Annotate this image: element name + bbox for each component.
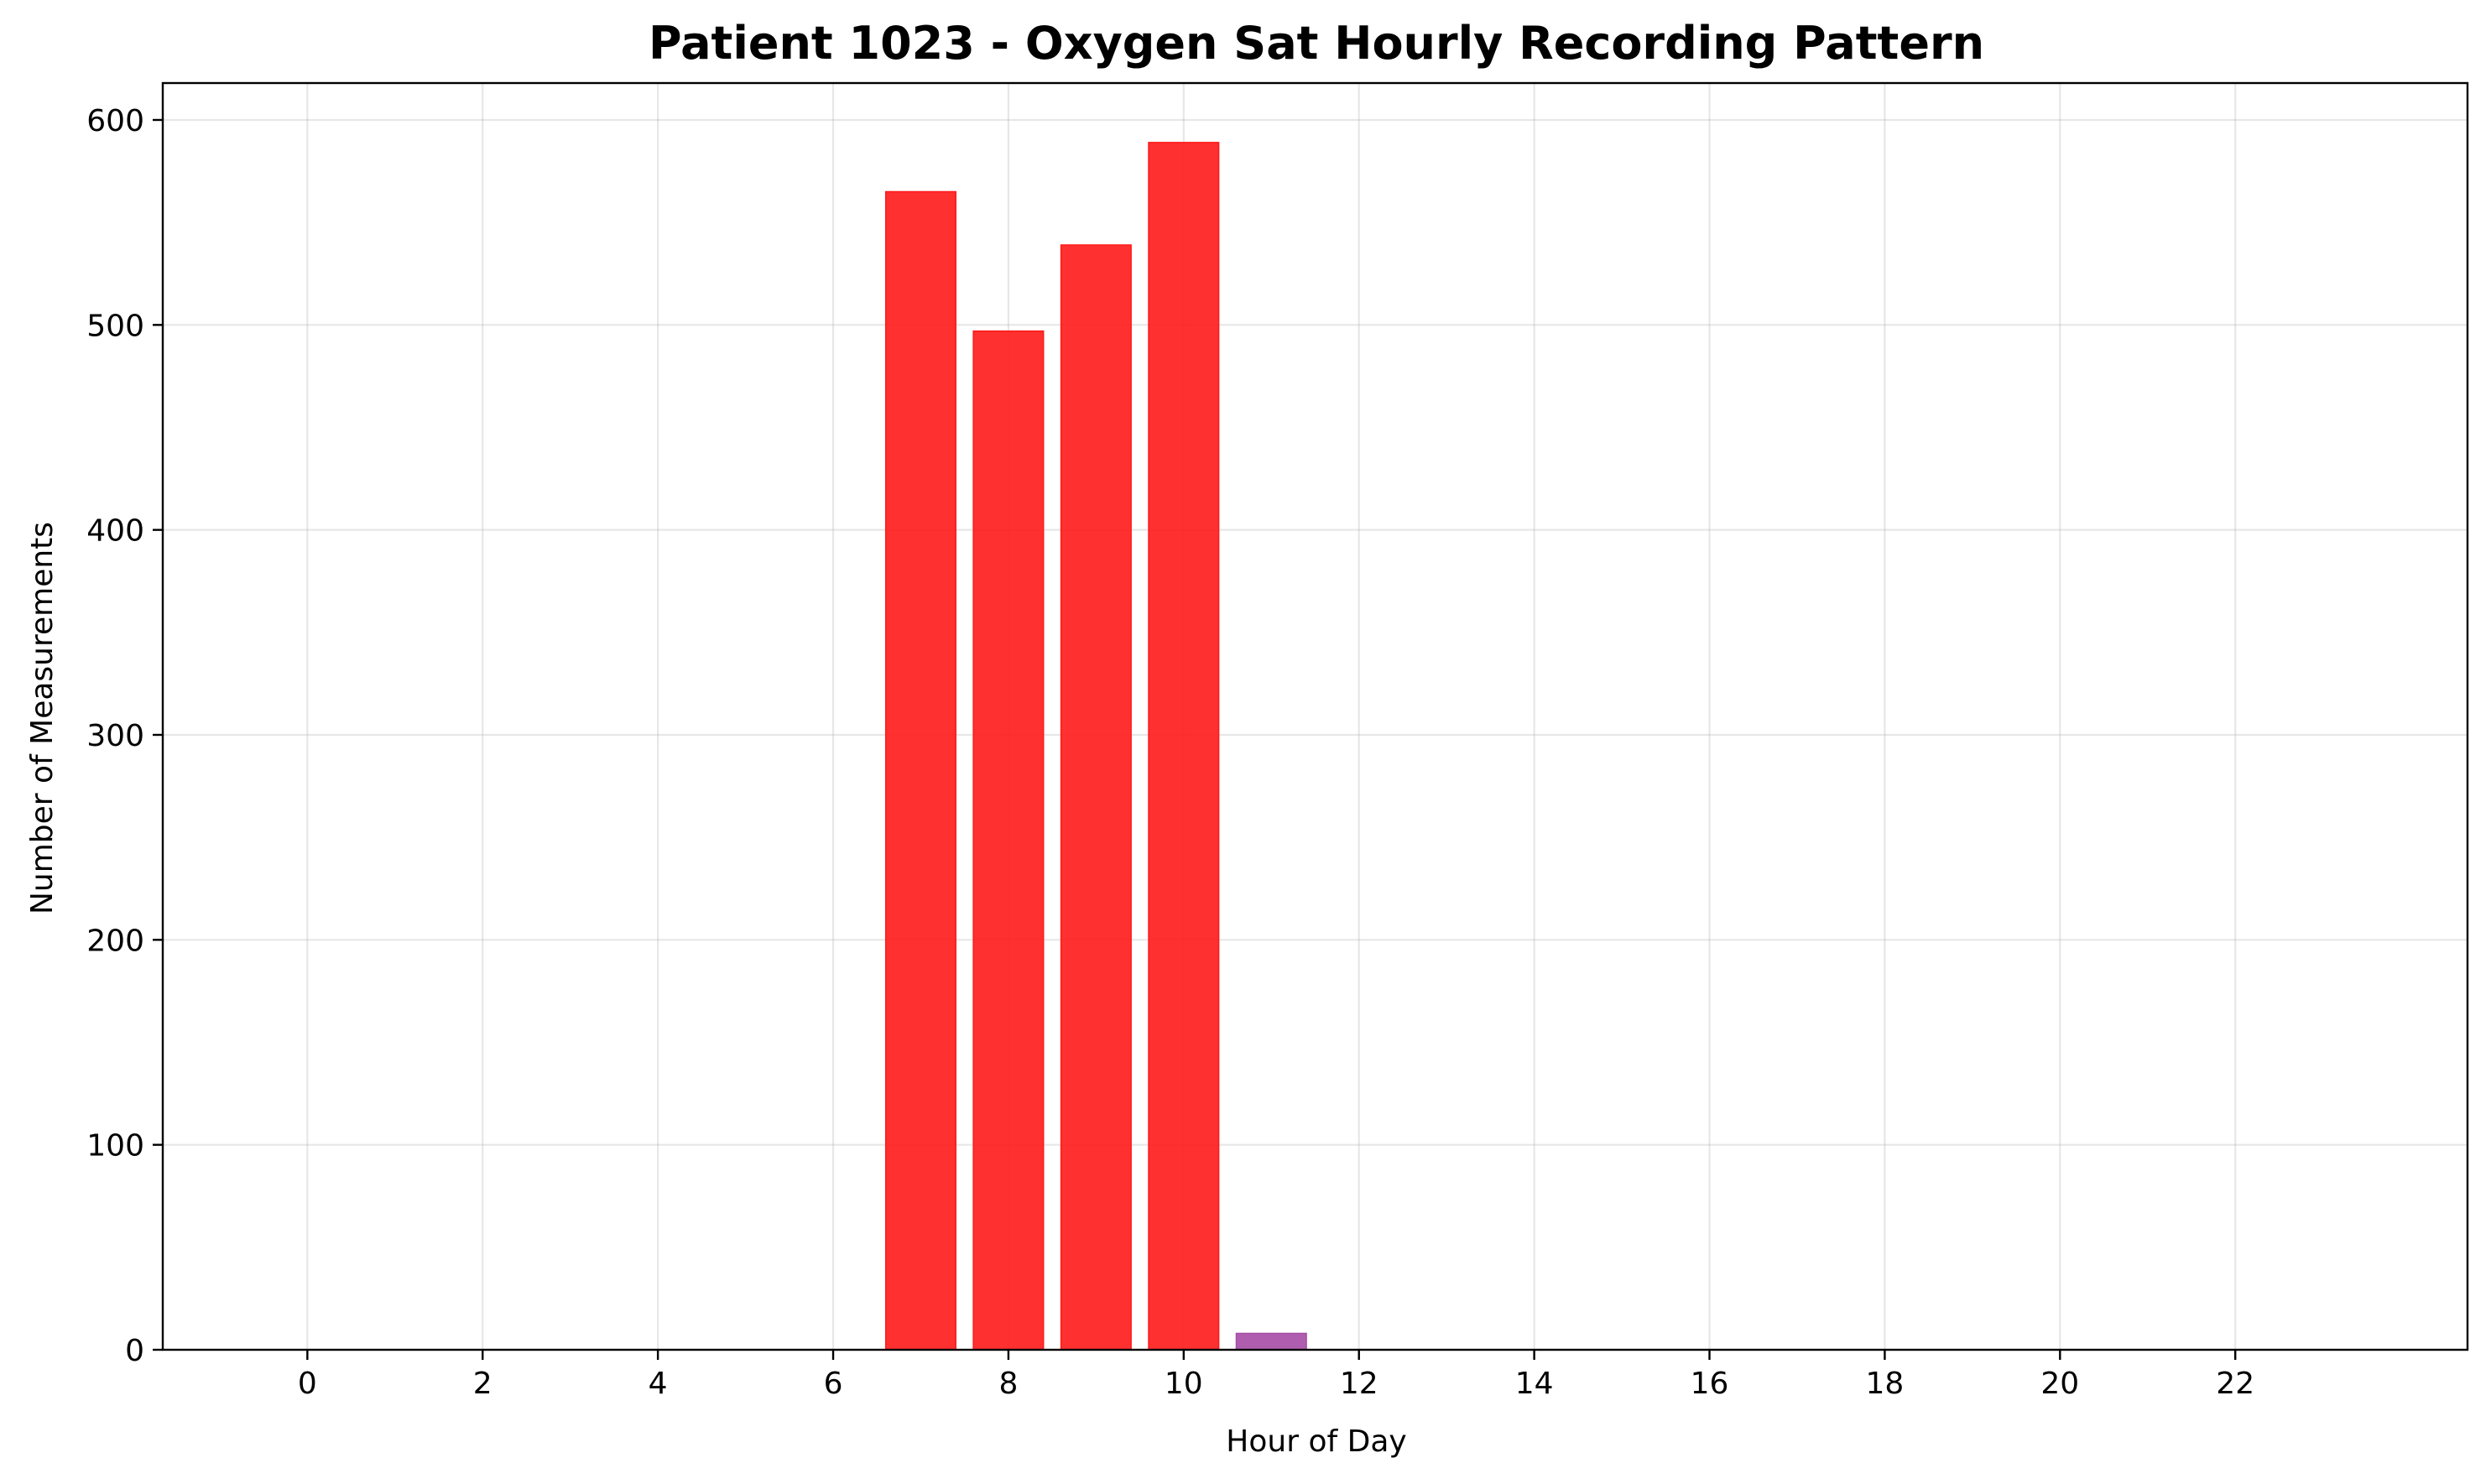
x-tick-label: 10 <box>1165 1367 1203 1401</box>
bar-layer <box>884 142 1307 1351</box>
x-tick-label: 4 <box>649 1367 668 1401</box>
x-tick-label: 12 <box>1340 1367 1378 1401</box>
bar-hour-8 <box>972 330 1045 1351</box>
x-tick-label: 14 <box>1515 1367 1554 1401</box>
x-tick-label: 16 <box>1691 1367 1729 1401</box>
y-tick-label: 300 <box>86 719 144 753</box>
x-tick-label: 18 <box>1866 1367 1905 1401</box>
y-tick-label: 100 <box>86 1129 144 1164</box>
x-tick-label: 8 <box>998 1367 1018 1401</box>
x-tick-label: 0 <box>298 1367 317 1401</box>
bar-hour-9 <box>1060 244 1132 1351</box>
grid-layer <box>163 83 2468 1351</box>
y-tick-label: 600 <box>86 104 144 138</box>
y-axis-label: Number of Measurements <box>25 522 60 914</box>
x-tick-label: 22 <box>2216 1367 2254 1401</box>
bar-hour-10 <box>1148 142 1220 1351</box>
plot-frame <box>161 81 2469 1351</box>
bar-hour-11 <box>1235 1332 1307 1351</box>
x-tick-label: 6 <box>824 1367 843 1401</box>
bar-hour-7 <box>884 190 957 1351</box>
y-tick-label: 200 <box>86 924 144 958</box>
chart-title: Patient 1023 - Oxygen Sat Hourly Recordi… <box>649 17 1984 70</box>
y-tick-label: 0 <box>125 1334 144 1368</box>
x-axis-label: Hour of Day <box>1226 1424 1406 1459</box>
axis-layer: 0 2 4 6 8 10 12 14 16 18 20 22 0 100 200 300 400 500 600 <box>86 81 2469 1401</box>
y-tick-label: 400 <box>86 514 144 549</box>
x-tick-label: 2 <box>473 1367 492 1401</box>
y-tick-label: 500 <box>86 309 144 343</box>
x-tick-label: 20 <box>2040 1367 2079 1401</box>
